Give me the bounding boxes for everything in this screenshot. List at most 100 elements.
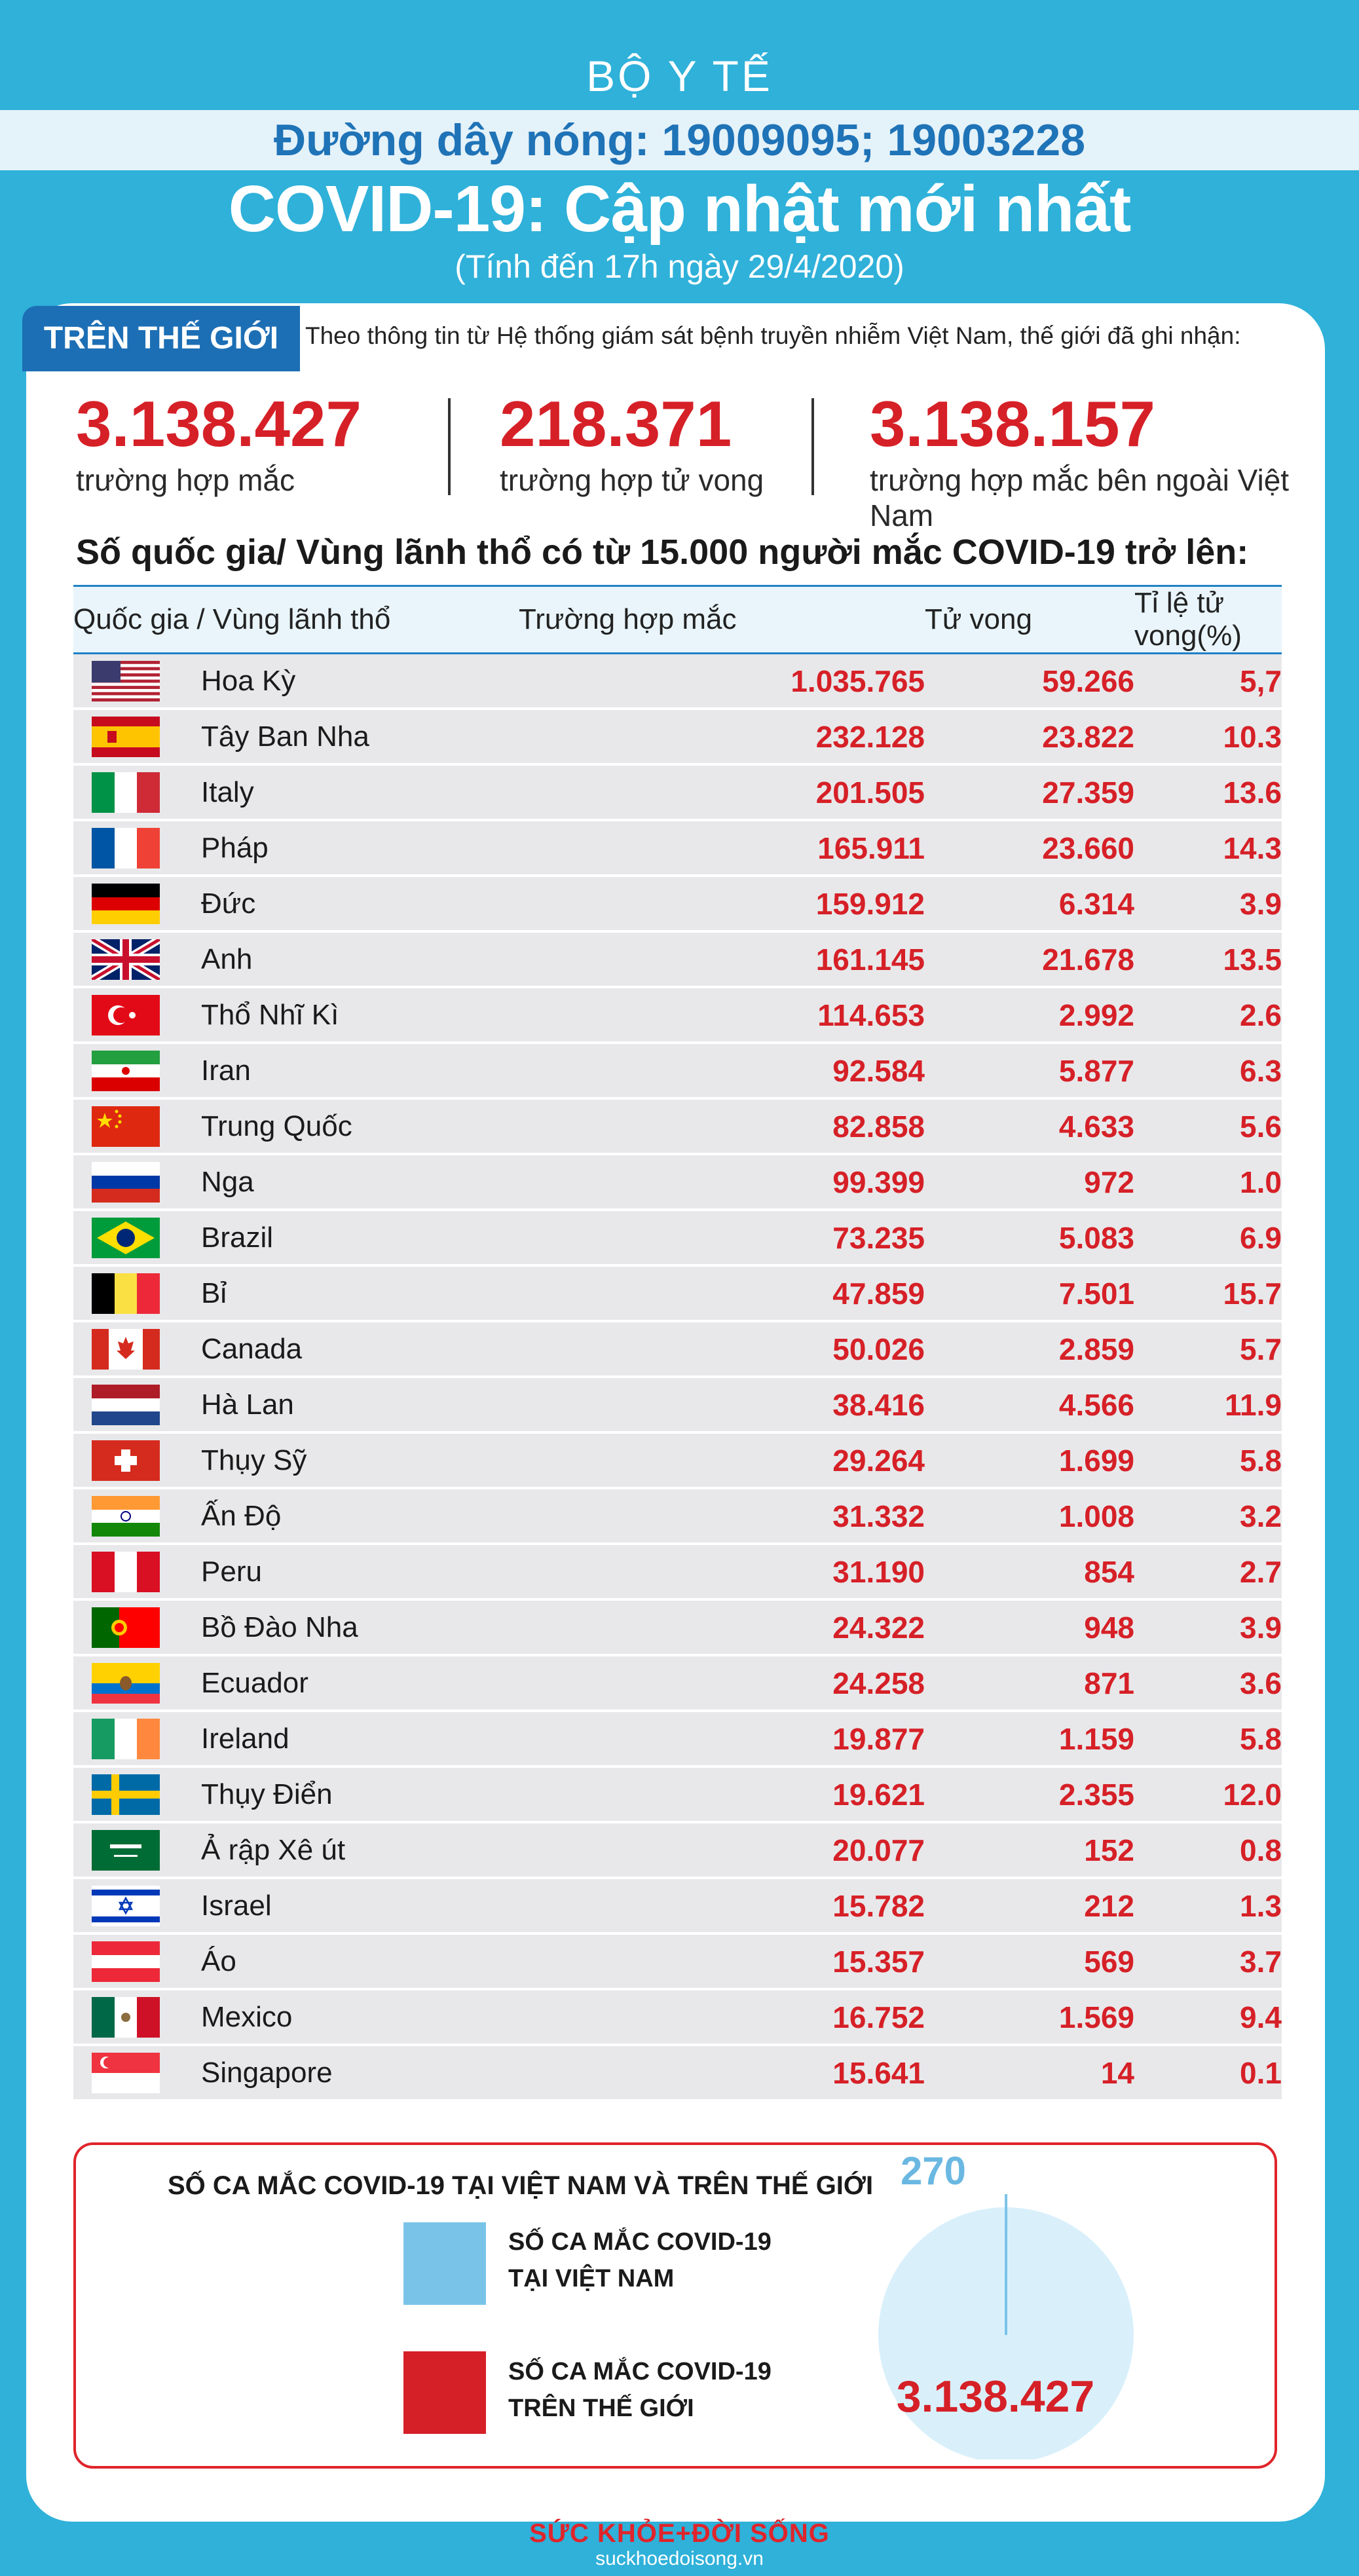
- flag-cell: [73, 1766, 201, 1823]
- rate-value: 6.3: [1134, 1043, 1282, 1100]
- deaths-value: 2.355: [925, 1766, 1134, 1823]
- flag-cell: [73, 1098, 201, 1155]
- flag-cell: [73, 1210, 201, 1267]
- table-row: Italy 201.505 27.359 13.6: [73, 764, 1282, 821]
- deaths-value: 871: [925, 1655, 1134, 1712]
- stat-label: trường hợp mắc: [76, 463, 295, 497]
- sweden-flag-icon: [92, 1774, 160, 1815]
- stat-outside-vietnam: 3.138.157 trường hợp mắc bên ngoài Việt …: [870, 388, 1359, 533]
- table-row: Peru 31.190 854 2.7: [73, 1544, 1282, 1601]
- rate-value: 9.4: [1134, 1989, 1282, 2046]
- deaths-value: 212: [925, 1878, 1134, 1935]
- table-header-row: Quốc gia / Vùng lãnh thổ Trường hợp mắc …: [73, 585, 1282, 654]
- belgium-flag-icon: [92, 1273, 160, 1314]
- cases-value: 1.035.765: [519, 653, 925, 710]
- table-row: Iran 92.584 5.877 6.3: [73, 1043, 1282, 1100]
- austria-flag-icon: [92, 1941, 160, 1982]
- header-deaths: Tử vong: [925, 585, 1134, 654]
- rate-value: 5.8: [1134, 1711, 1282, 1768]
- rate-value: 12.0: [1134, 1766, 1282, 1823]
- deaths-value: 21.678: [925, 931, 1134, 988]
- rate-value: 3.9: [1134, 1599, 1282, 1656]
- country-name: Brazil: [201, 1210, 519, 1267]
- spain-flag-icon: [92, 716, 160, 757]
- deaths-value: 152: [925, 1822, 1134, 1879]
- cases-value: 82.858: [519, 1098, 925, 1155]
- country-name: Italy: [201, 764, 519, 821]
- cases-value: 232.128: [519, 709, 925, 766]
- mexico-flag-icon: [92, 1996, 160, 2038]
- pie-label-vietnam: 270: [900, 2149, 967, 2193]
- germany-flag-icon: [92, 883, 160, 924]
- table-row: Singapore 15.641 14 0.1: [73, 2045, 1282, 2102]
- deaths-value: 27.359: [925, 764, 1134, 821]
- rate-value: 0.8: [1134, 1822, 1282, 1879]
- rate-value: 5.8: [1134, 1432, 1282, 1489]
- country-name: Ecuador: [201, 1655, 519, 1712]
- vietnam-world-chart: SỐ CA MẮC COVID-19 TẠI VIỆT NAM VÀ TRÊN …: [73, 2142, 1277, 2469]
- source-logo: SỨC KHỎE+ĐỜI SỐNG: [529, 2519, 830, 2548]
- country-name: Anh: [201, 931, 519, 988]
- flag-cell: [73, 653, 201, 710]
- deaths-value: 948: [925, 1599, 1134, 1656]
- country-name: Trung Quốc: [201, 1098, 519, 1155]
- cases-value: 20.077: [519, 1822, 925, 1879]
- flag-cell: [73, 709, 201, 766]
- deaths-value: 7.501: [925, 1265, 1134, 1322]
- stat-label: trường hợp mắc bên ngoài Việt Nam: [870, 463, 1290, 532]
- table-row: Mexico 16.752 1.569 9.4: [73, 1989, 1282, 2046]
- stat-divider: [811, 398, 814, 495]
- flag-cell: [73, 1989, 201, 2046]
- header-cases: Trường hợp mắc: [519, 585, 925, 654]
- cases-value: 38.416: [519, 1377, 925, 1434]
- stat-label: trường hợp tử vong: [500, 463, 764, 497]
- cases-value: 50.026: [519, 1321, 925, 1378]
- table-row: Ireland 19.877 1.159 5.8: [73, 1711, 1282, 1768]
- flag-cell: [73, 1822, 201, 1879]
- stat-value: 218.371: [500, 388, 732, 460]
- china-flag-icon: [92, 1106, 160, 1147]
- deaths-value: 1.699: [925, 1432, 1134, 1489]
- world-tag: TRÊN THẾ GIỚI: [22, 306, 300, 371]
- flag-cell: [73, 1599, 201, 1656]
- flag-cell: [73, 1265, 201, 1322]
- cases-value: 15.641: [519, 2045, 925, 2102]
- flag-cell: [73, 1655, 201, 1712]
- cases-value: 24.322: [519, 1599, 925, 1656]
- singapore-flag-icon: [92, 2052, 160, 2093]
- deaths-value: 5.083: [925, 1210, 1134, 1267]
- cases-value: 19.877: [519, 1711, 925, 1768]
- rate-value: 5.6: [1134, 1098, 1282, 1155]
- flag-cell: [73, 1321, 201, 1378]
- france-flag-icon: [92, 827, 160, 868]
- header-rate: Tỉ lệ tử vong(%): [1134, 585, 1282, 654]
- rate-value: 14.3: [1134, 820, 1282, 877]
- peru-flag-icon: [92, 1551, 160, 1592]
- flag-cell: [73, 876, 201, 933]
- deaths-value: 854: [925, 1544, 1134, 1601]
- rate-value: 10.3: [1134, 709, 1282, 766]
- country-name: Pháp: [201, 820, 519, 877]
- flag-cell: [73, 987, 201, 1044]
- russia-flag-icon: [92, 1161, 160, 1203]
- table-row: Hoa Kỳ 1.035.765 59.266 5,7: [73, 653, 1282, 710]
- deaths-value: 5.877: [925, 1043, 1134, 1100]
- cases-value: 24.258: [519, 1655, 925, 1712]
- cases-value: 15.782: [519, 1878, 925, 1935]
- country-name: Áo: [201, 1933, 519, 1990]
- usa-flag-icon: [92, 660, 160, 701]
- country-name: Thụy Sỹ: [201, 1432, 519, 1489]
- cases-value: 73.235: [519, 1210, 925, 1267]
- canada-flag-icon: [92, 1328, 160, 1370]
- deaths-value: 59.266: [925, 653, 1134, 710]
- flag-cell: [73, 764, 201, 821]
- rate-value: 5,7: [1134, 653, 1282, 710]
- flag-cell: [73, 820, 201, 877]
- cases-value: 201.505: [519, 764, 925, 821]
- table-row: Anh 161.145 21.678 13.5: [73, 931, 1282, 988]
- flag-cell: [73, 1711, 201, 1768]
- stat-value: 3.138.427: [76, 388, 362, 460]
- world-intro: Theo thông tin từ Hệ thống giám sát bệnh…: [305, 322, 1241, 349]
- header-country: Quốc gia / Vùng lãnh thổ: [73, 585, 519, 654]
- cases-value: 114.653: [519, 987, 925, 1044]
